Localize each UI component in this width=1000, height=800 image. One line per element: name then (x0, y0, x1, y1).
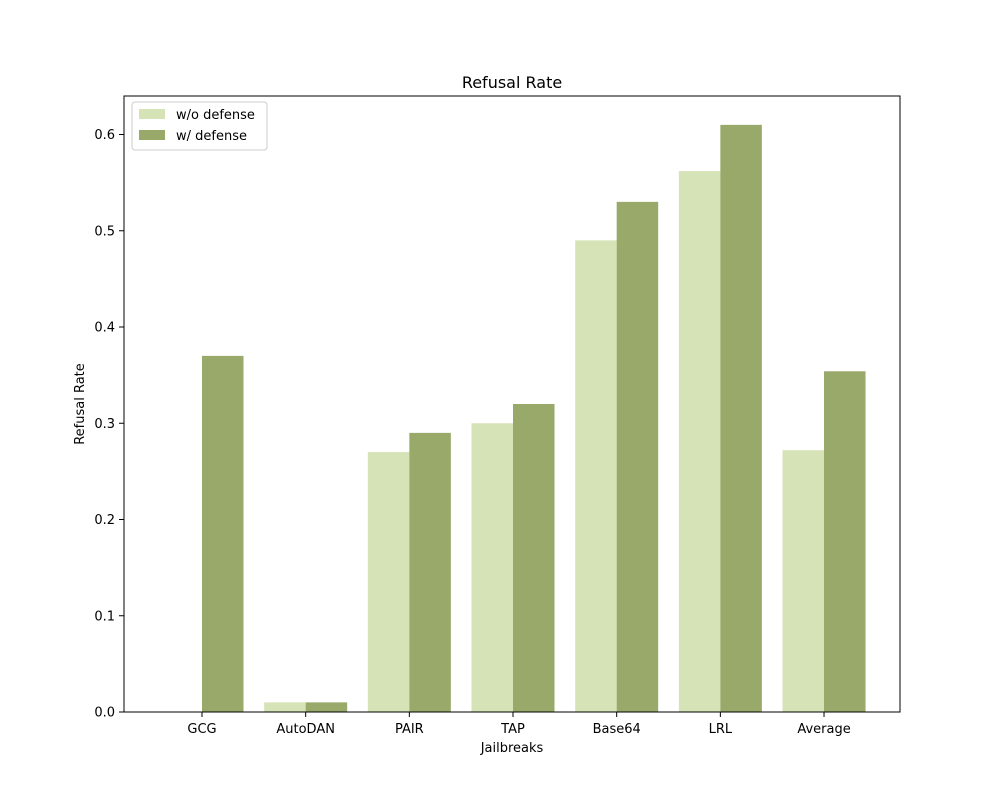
axis-layer: GCG AutoDAN PAIR TAP Base64 LRL Average 0.0 0.1 0… (94, 128, 850, 737)
bar-w-defense-gcg (202, 355, 244, 712)
legend-label-w-defense: w/ defense (176, 129, 247, 144)
y-tick-label: 0.2 (94, 513, 115, 528)
plot-frame (123, 95, 901, 713)
bar-w-o-defense-tap (471, 423, 514, 712)
legend: w/o defense w/ defense (131, 101, 268, 151)
legend-swatch-w-defense (139, 130, 165, 140)
chart-title: Refusal Rate (462, 73, 562, 92)
bar-w-o-defense-autodan (264, 702, 306, 712)
x-tick-label: GCG (187, 722, 216, 737)
legend-label-wo-defense: w/o defense (176, 108, 255, 123)
y-tick-label: 0.4 (94, 321, 115, 336)
bar-w-defense-autodan (305, 702, 348, 712)
legend-swatch-wo-defense (139, 109, 165, 119)
x-tick-label: Base64 (593, 722, 641, 737)
bar-w-o-defense-pair (367, 452, 410, 712)
bar-w-o-defense-lrl (678, 171, 721, 712)
bar-w-defense-pair (409, 432, 451, 712)
bar-w-o-defense-average (782, 450, 825, 712)
x-tick-label: LRL (709, 722, 733, 737)
y-tick-label: 0.5 (94, 224, 115, 239)
bar-w-defense-tap (513, 404, 555, 712)
bar-w-o-defense-base64 (575, 240, 617, 712)
legend-box (131, 101, 268, 151)
bar-w-defense-lrl (720, 124, 762, 712)
x-tick-label: TAP (500, 722, 525, 737)
bar-w-defense-base64 (616, 201, 659, 712)
x-tick-label: PAIR (395, 722, 424, 737)
y-tick-label: 0.6 (94, 128, 115, 143)
y-tick-label: 0.3 (94, 417, 115, 432)
bars-layer (202, 124, 866, 712)
x-axis-title: Jailbreaks (480, 741, 544, 756)
y-tick-label: 0.0 (94, 706, 115, 721)
bar-w-defense-average (824, 371, 866, 712)
y-tick-label: 0.1 (94, 609, 115, 624)
x-tick-label: AutoDAN (276, 722, 335, 737)
y-axis-title: Refusal Rate (73, 363, 88, 445)
x-tick-label: Average (797, 722, 850, 737)
